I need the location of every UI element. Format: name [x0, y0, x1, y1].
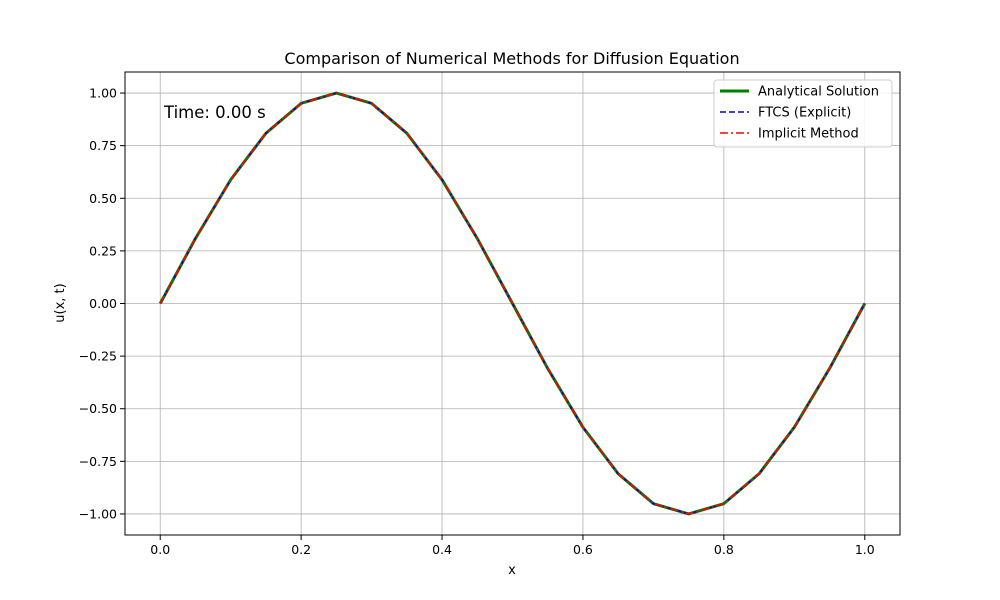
legend-label-1: Analytical Solution: [758, 85, 879, 100]
legend-box: [713, 79, 893, 148]
x-tick-label: 0.0: [150, 542, 170, 557]
y-tick-label: 0.25: [89, 243, 117, 258]
y-tick-label: 1.00: [89, 86, 117, 101]
x-axis-ticks: 0.0 0.2 0.4 0.6 0.8 1.0: [150, 535, 875, 557]
x-tick-label: 0.8: [714, 542, 734, 557]
x-tick-label: 0.6: [573, 542, 593, 557]
x-axis-label: x: [508, 563, 516, 578]
y-tick-label: 0.75: [89, 138, 117, 153]
y-tick-label: −1.00: [79, 506, 117, 521]
legend-label-2: FTCS (Explicit): [758, 106, 851, 121]
time-annotation: Time: 0.00 s: [163, 103, 266, 122]
legend-label-3: Implicit Method: [758, 127, 859, 142]
legend: Analytical Solution FTCS (Explicit) Implic…: [713, 79, 893, 148]
y-axis-ticks: −1.00 −0.75 −0.50 −0.25 0.00 0.25 0.50 0.75 1.00: [79, 86, 125, 521]
x-tick-label: 0.4: [432, 542, 452, 557]
series-lines: [158, 91, 867, 516]
y-tick-label: −0.50: [79, 401, 117, 416]
y-axis-label: u(x, t): [53, 283, 68, 322]
chart-title: Comparison of Numerical Methods for Diff…: [284, 49, 739, 68]
x-tick-label: 1.0: [855, 542, 875, 557]
series-line-3: [159, 92, 866, 515]
x-tick-label: 0.2: [291, 542, 311, 557]
y-tick-label: −0.25: [79, 349, 117, 364]
y-tick-label: 0.00: [89, 296, 117, 311]
y-tick-label: 0.50: [89, 191, 117, 206]
y-tick-label: −0.75: [79, 454, 117, 469]
